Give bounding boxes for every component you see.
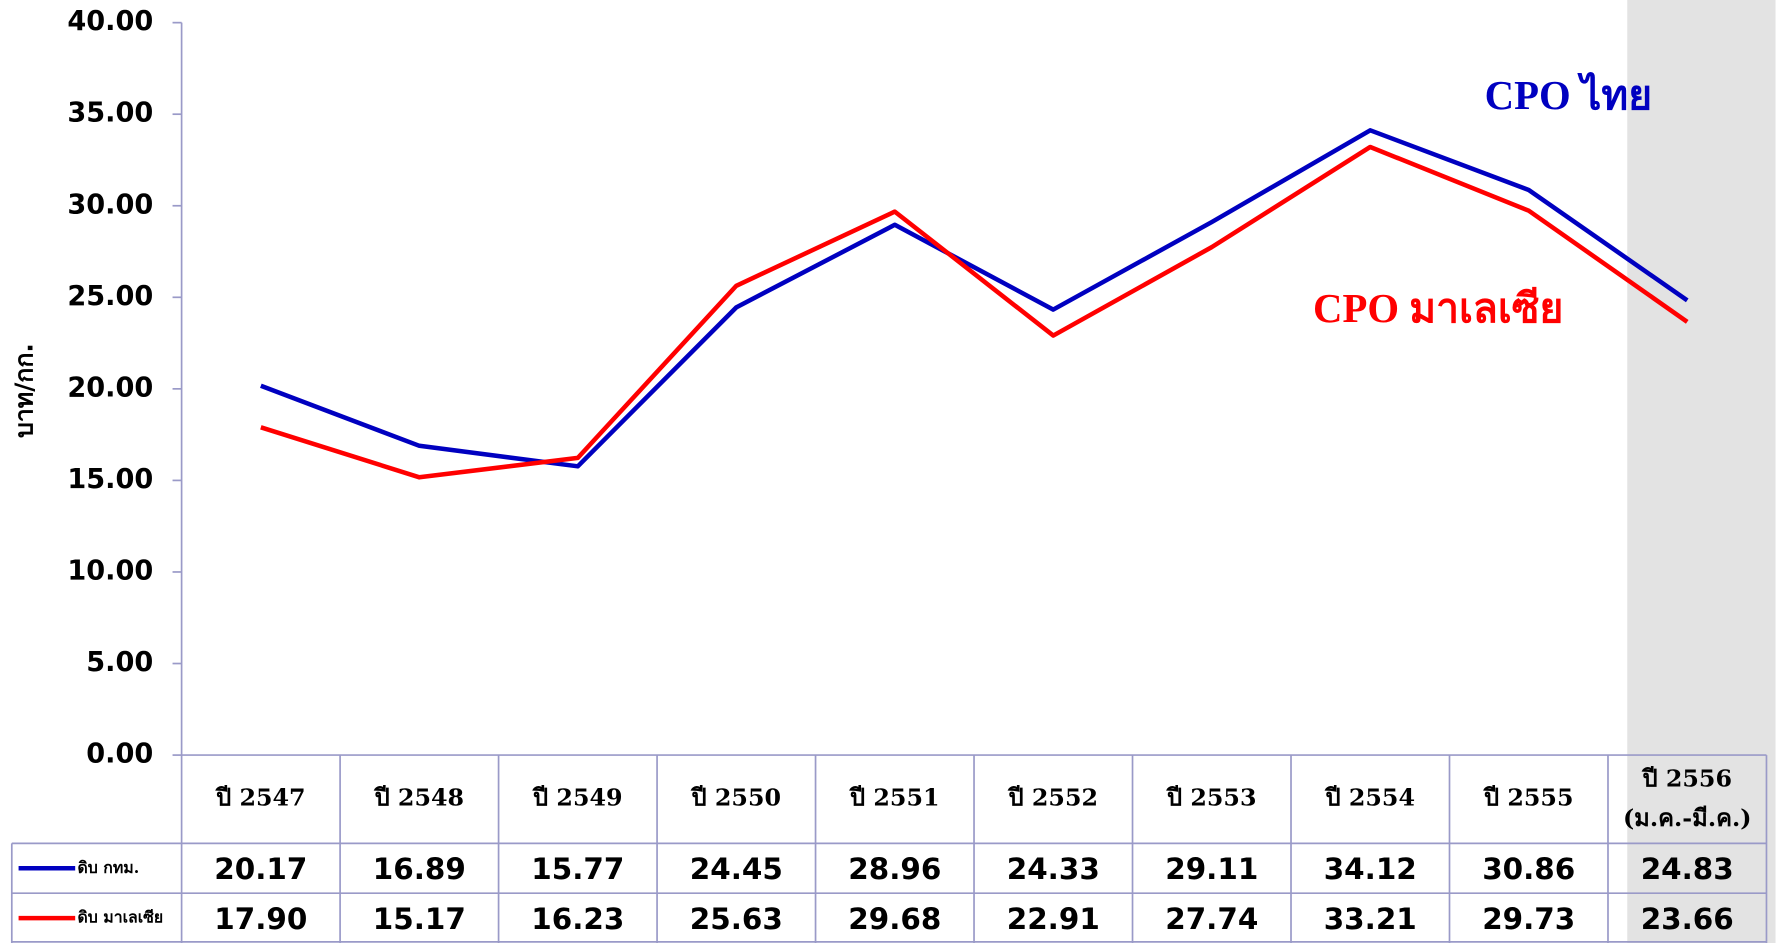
table-cell: 17.90 [214,902,307,936]
y-tick-label: 25.00 [67,281,153,312]
x-tick-label: ปี 2548 [373,784,464,812]
y-tick-label: 40.00 [67,6,153,37]
table-cell: 24.33 [1007,852,1100,886]
x-tick-note: (ม.ค.-มี.ค.) [1623,804,1752,832]
line-series [260,128,1689,469]
table-cell: 15.17 [373,902,466,936]
table-cell: 30.86 [1482,852,1575,886]
x-tick-label: ปี 2555 [1483,784,1574,812]
x-tick-label: ปี 2550 [690,784,781,812]
table-cell: 34.12 [1324,852,1417,886]
table-cell: 22.91 [1007,902,1100,936]
table-cell: 16.89 [373,852,466,886]
y-tick-label: 5.00 [86,647,153,678]
x-tick-label: ปี 2549 [532,784,623,812]
x-tick-label: ปี 2553 [1166,784,1257,812]
y-tick-label: 20.00 [67,372,153,403]
table-cell: 29.68 [848,902,941,936]
x-tick-label: ปี 2552 [1007,784,1098,812]
x-tick-label: ปี 2556 [1641,764,1732,792]
annotation: CPO ไทย [1485,71,1652,118]
line-series [260,144,1689,480]
x-tick-label: ปี 2547 [215,784,306,812]
table-cell: 15.77 [531,852,624,886]
table-cell: 29.73 [1482,902,1575,936]
annotation: CPO มาเลเซีย [1313,286,1563,331]
y-tick-label: 30.00 [67,189,153,220]
y-tick-label: 15.00 [67,464,153,495]
legend-label: ดิบ กทม. [77,858,139,877]
y-tick-label: 35.00 [67,98,153,129]
table-cell: 20.17 [214,852,307,886]
x-tick-label: ปี 2554 [1324,784,1415,812]
table-cell: 23.66 [1641,902,1734,936]
table-cell: 27.74 [1165,902,1258,936]
table-cell: 24.83 [1641,852,1734,886]
legend-label: ดิบ มาเลเซีย [77,908,163,927]
y-tick-label: 10.00 [67,555,153,586]
y-tick-label: 0.00 [86,739,153,770]
table-cell: 24.45 [690,852,783,886]
table-cell: 25.63 [690,902,783,936]
table-cell: 28.96 [848,852,941,886]
x-tick-label: ปี 2551 [849,784,940,812]
y-axis-label: บาท/กก. [9,343,38,438]
highlight-band [1627,0,1776,943]
table-cell: 29.11 [1165,852,1258,886]
table-cell: 16.23 [531,902,624,936]
table-cell: 33.21 [1324,902,1417,936]
